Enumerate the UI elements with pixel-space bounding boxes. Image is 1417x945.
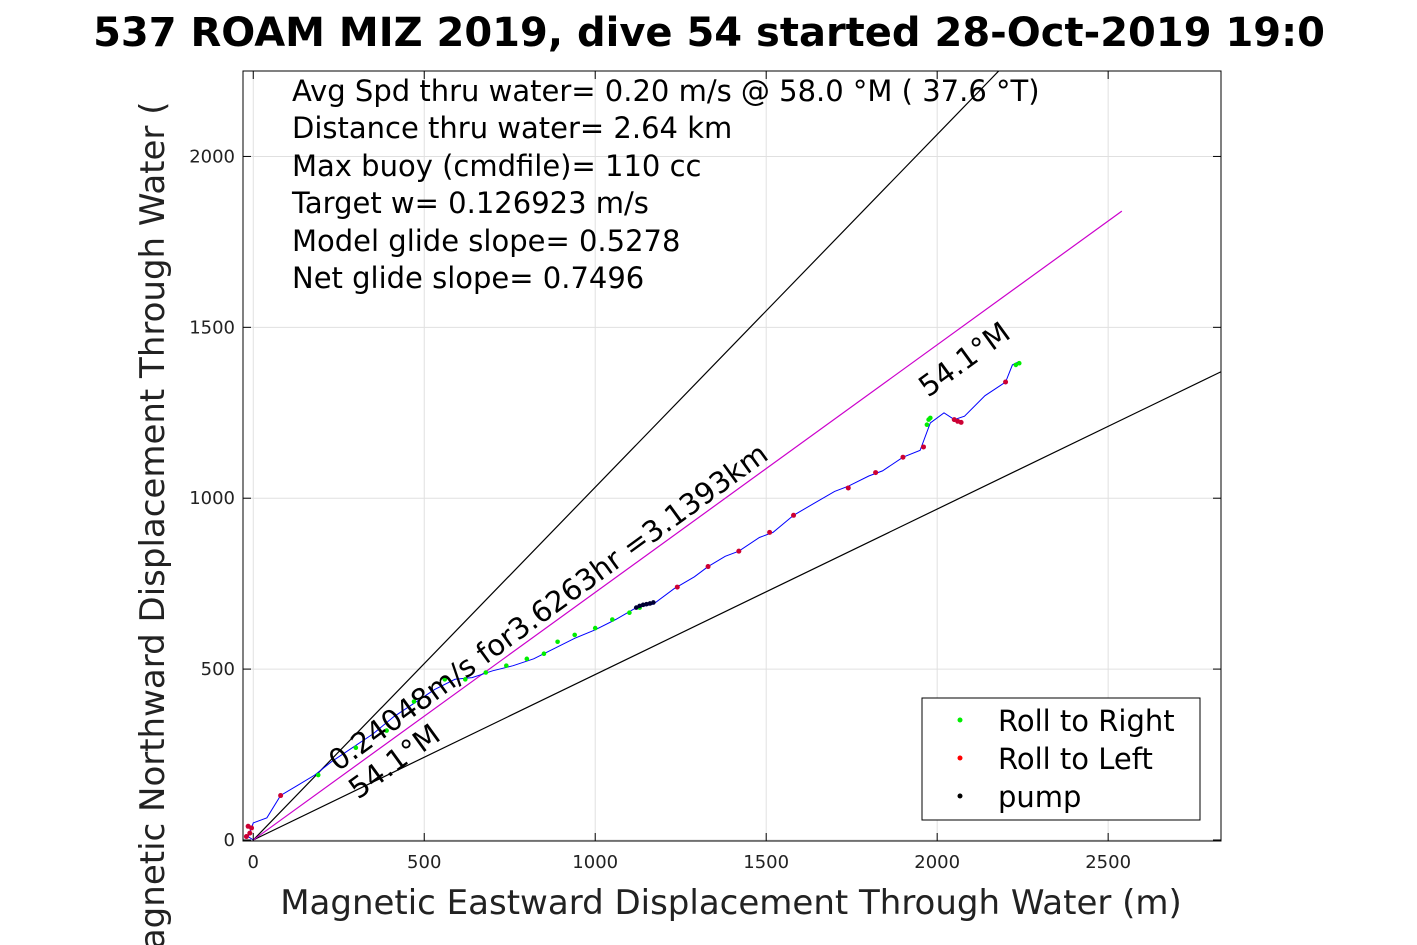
y-tick-label: 1000 <box>189 488 235 509</box>
pump-point <box>651 600 656 605</box>
stat-max-buoy: Max buoy (cmdfile)= 110 cc <box>292 149 701 183</box>
pump-point <box>640 602 646 608</box>
roll-left-point <box>674 584 680 590</box>
roll-right-point <box>928 415 933 421</box>
y-axis-ticks: 0 500 1000 1500 2000 <box>189 146 1221 851</box>
y-tick-label: 0 <box>224 830 235 851</box>
y-tick-label: 1500 <box>189 317 235 338</box>
legend-pump-label: pump <box>998 780 1081 814</box>
roll-left-point <box>958 419 964 425</box>
x-axis-label: Magnetic Eastward Displacement Through W… <box>280 883 1182 923</box>
reference-line-mean-heading <box>252 210 1123 841</box>
roll-left-point <box>736 548 742 554</box>
roll-right-point <box>384 728 389 733</box>
pump-point <box>644 601 649 607</box>
roll-left-point <box>791 512 797 518</box>
legend-pump-marker <box>957 793 963 799</box>
x-tick-label: 2500 <box>1085 852 1131 873</box>
x-tick-label: 1500 <box>743 852 789 873</box>
roll-right-point <box>1016 360 1022 366</box>
roll-right-point <box>627 610 632 615</box>
stat-avg-speed: Avg Spd thru water= 0.20 m/s @ 58.0 °M (… <box>292 74 1040 108</box>
roll-right-point <box>524 656 530 662</box>
roll-left-point <box>705 564 711 570</box>
roll-left-point <box>247 830 253 836</box>
roll-right-point <box>541 651 547 657</box>
roll-right-point <box>555 639 560 645</box>
roll-right-point <box>353 745 359 750</box>
roll-left-point <box>243 834 249 840</box>
grid-lines <box>243 71 1221 841</box>
roll-left-point <box>873 470 879 476</box>
stat-distance: Distance thru water= 2.64 km <box>292 111 732 145</box>
stat-model-glide: Model glide slope= 0.5278 <box>292 224 680 258</box>
roll-left-point <box>900 454 906 460</box>
roll-markers <box>243 360 1022 840</box>
roll-right-point <box>572 632 577 638</box>
roll-right-point <box>924 422 930 428</box>
legend: Roll to Right Roll to Left pump <box>921 697 1201 821</box>
pump-point <box>633 605 639 610</box>
roll-left-point <box>920 444 926 450</box>
stats-box: Avg Spd thru water= 0.20 m/s @ 58.0 °M (… <box>291 74 1040 295</box>
x-axis-ticks: 0 500 1000 1500 2000 2500 <box>248 71 1131 873</box>
legend-roll-right-marker <box>957 717 963 723</box>
roll-right-point <box>504 663 509 668</box>
reference-lines <box>252 71 1221 841</box>
x-tick-label: 500 <box>407 852 441 873</box>
y-tick-label: 2000 <box>189 146 235 167</box>
roll-left-point <box>245 823 251 829</box>
legend-box <box>921 697 1201 821</box>
y-tick-label: 500 <box>201 659 235 680</box>
legend-roll-right-label: Roll to Right <box>998 704 1175 738</box>
x-tick-label: 1000 <box>572 852 618 873</box>
roll-left-point <box>767 529 773 535</box>
roll-left-point <box>1003 379 1009 385</box>
plot-frame <box>242 70 1222 842</box>
roll-right-point <box>1013 362 1019 368</box>
roll-right-point <box>442 677 448 682</box>
roll-right-point <box>610 617 615 622</box>
heading-label-upper: 54.1°M <box>912 315 1016 404</box>
roll-right-point <box>462 677 468 682</box>
reference-line-lower-bound <box>252 371 1221 841</box>
roll-left-point <box>845 485 851 491</box>
stat-target-w: Target w= 0.126923 m/s <box>291 186 649 220</box>
stat-net-glide: Net glide slope= 0.7496 <box>292 261 644 295</box>
speed-label: 0.24048m/s for3.6263hr =3.1393km <box>322 436 774 777</box>
roll-left-point <box>278 793 284 799</box>
legend-roll-left-marker <box>957 755 963 761</box>
legend-roll-left-label: Roll to Left <box>998 742 1153 776</box>
roll-right-point <box>483 670 489 675</box>
roll-right-point <box>592 625 598 631</box>
roll-right-point <box>411 699 417 704</box>
x-tick-label: 0 <box>248 852 259 873</box>
roll-right-point <box>315 772 321 778</box>
reference-line-upper-bound <box>252 71 1000 841</box>
chart-title: 537 ROAM MIZ 2019, dive 54 started 28-Oc… <box>93 10 1325 56</box>
x-tick-label: 2000 <box>914 852 960 873</box>
y-axis-label: Magnetic Northward Displacement Through … <box>133 102 173 945</box>
